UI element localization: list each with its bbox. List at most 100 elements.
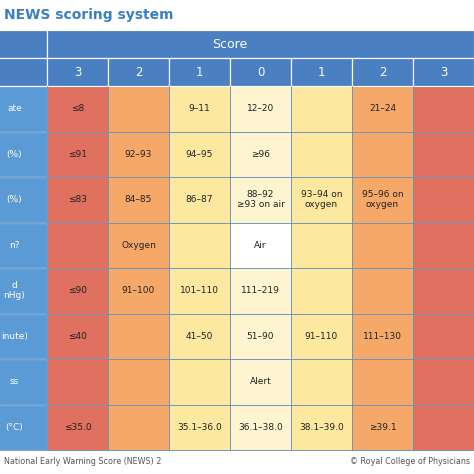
Bar — [352, 58, 413, 86]
Text: 35.1–36.0: 35.1–36.0 — [177, 423, 222, 432]
Bar — [230, 58, 291, 86]
Bar — [169, 131, 230, 177]
Bar — [413, 58, 474, 86]
Bar — [108, 404, 169, 450]
Bar — [47, 177, 108, 222]
Bar — [352, 177, 413, 222]
Bar — [47, 268, 108, 313]
Bar — [291, 86, 352, 131]
Text: 95–96 on
oxygen: 95–96 on oxygen — [362, 190, 403, 210]
Bar — [413, 313, 474, 359]
Text: 21–24: 21–24 — [369, 104, 396, 113]
Text: NEWS scoring system: NEWS scoring system — [4, 8, 173, 22]
Bar — [352, 313, 413, 359]
Text: 2: 2 — [379, 65, 386, 79]
Text: inute): inute) — [1, 332, 28, 341]
Text: d
nHg): d nHg) — [4, 281, 26, 301]
Text: National Early Warning Score (NEWS) 2: National Early Warning Score (NEWS) 2 — [4, 457, 161, 466]
Text: (%): (%) — [7, 150, 22, 159]
Bar — [169, 222, 230, 268]
Bar — [352, 268, 413, 313]
Bar — [169, 268, 230, 313]
Bar — [108, 131, 169, 177]
Text: (°C): (°C) — [6, 423, 23, 432]
Text: Score: Score — [212, 37, 247, 51]
Text: 3: 3 — [74, 65, 81, 79]
Bar — [0, 268, 47, 313]
Bar — [108, 313, 169, 359]
Bar — [0, 222, 47, 268]
Bar — [108, 359, 169, 404]
Bar — [230, 268, 291, 313]
Bar — [0, 359, 47, 404]
Bar — [413, 222, 474, 268]
Bar — [352, 404, 413, 450]
Bar — [169, 58, 230, 86]
Bar — [291, 222, 352, 268]
Bar — [47, 359, 108, 404]
Text: Air: Air — [254, 241, 267, 250]
Text: ≤8: ≤8 — [71, 104, 84, 113]
Text: ≤91: ≤91 — [68, 150, 87, 159]
Text: ate: ate — [7, 104, 22, 113]
Bar — [291, 313, 352, 359]
Text: 84–85: 84–85 — [125, 195, 152, 204]
Bar — [291, 359, 352, 404]
Bar — [0, 86, 47, 131]
Text: © Royal College of Physicians: © Royal College of Physicians — [350, 457, 470, 466]
Bar — [108, 222, 169, 268]
Bar — [352, 359, 413, 404]
Bar — [291, 131, 352, 177]
Bar — [47, 404, 108, 450]
Bar — [0, 30, 47, 58]
Text: 92–93: 92–93 — [125, 150, 152, 159]
Text: Alert: Alert — [250, 377, 272, 386]
Text: (%): (%) — [7, 195, 22, 204]
Bar — [169, 177, 230, 222]
Bar — [0, 0, 474, 30]
Bar — [230, 86, 291, 131]
Bar — [230, 313, 291, 359]
Bar — [413, 131, 474, 177]
Text: ≤83: ≤83 — [68, 195, 87, 204]
Bar — [169, 313, 230, 359]
Bar — [0, 404, 47, 450]
Bar — [108, 268, 169, 313]
Text: 86–87: 86–87 — [186, 195, 213, 204]
Bar — [230, 131, 291, 177]
Bar — [413, 359, 474, 404]
Text: ≥39.1: ≥39.1 — [369, 423, 396, 432]
Bar — [108, 86, 169, 131]
Text: ≥96: ≥96 — [251, 150, 270, 159]
Bar — [413, 268, 474, 313]
Text: n?: n? — [9, 241, 20, 250]
Bar — [352, 86, 413, 131]
Text: 36.1–38.0: 36.1–38.0 — [238, 423, 283, 432]
Text: 94–95: 94–95 — [186, 150, 213, 159]
Bar — [291, 268, 352, 313]
Text: 1: 1 — [196, 65, 203, 79]
Text: ≤35.0: ≤35.0 — [64, 423, 91, 432]
Text: 9–11: 9–11 — [189, 104, 210, 113]
Text: 93–94 on
oxygen: 93–94 on oxygen — [301, 190, 342, 210]
Text: 2: 2 — [135, 65, 142, 79]
Text: 111–130: 111–130 — [363, 332, 402, 341]
Bar — [413, 404, 474, 450]
Bar — [352, 131, 413, 177]
Bar — [47, 222, 108, 268]
Text: 111–219: 111–219 — [241, 286, 280, 295]
Text: 0: 0 — [257, 65, 264, 79]
Text: 91–110: 91–110 — [305, 332, 338, 341]
Text: 101–110: 101–110 — [180, 286, 219, 295]
Bar — [352, 222, 413, 268]
Bar — [108, 177, 169, 222]
Bar — [47, 131, 108, 177]
Text: Oxygen: Oxygen — [121, 241, 156, 250]
Text: 3: 3 — [440, 65, 447, 79]
Bar — [230, 177, 291, 222]
Bar — [108, 58, 169, 86]
Text: ≤90: ≤90 — [68, 286, 87, 295]
Text: 1: 1 — [318, 65, 325, 79]
Bar — [291, 404, 352, 450]
Bar — [47, 30, 474, 58]
